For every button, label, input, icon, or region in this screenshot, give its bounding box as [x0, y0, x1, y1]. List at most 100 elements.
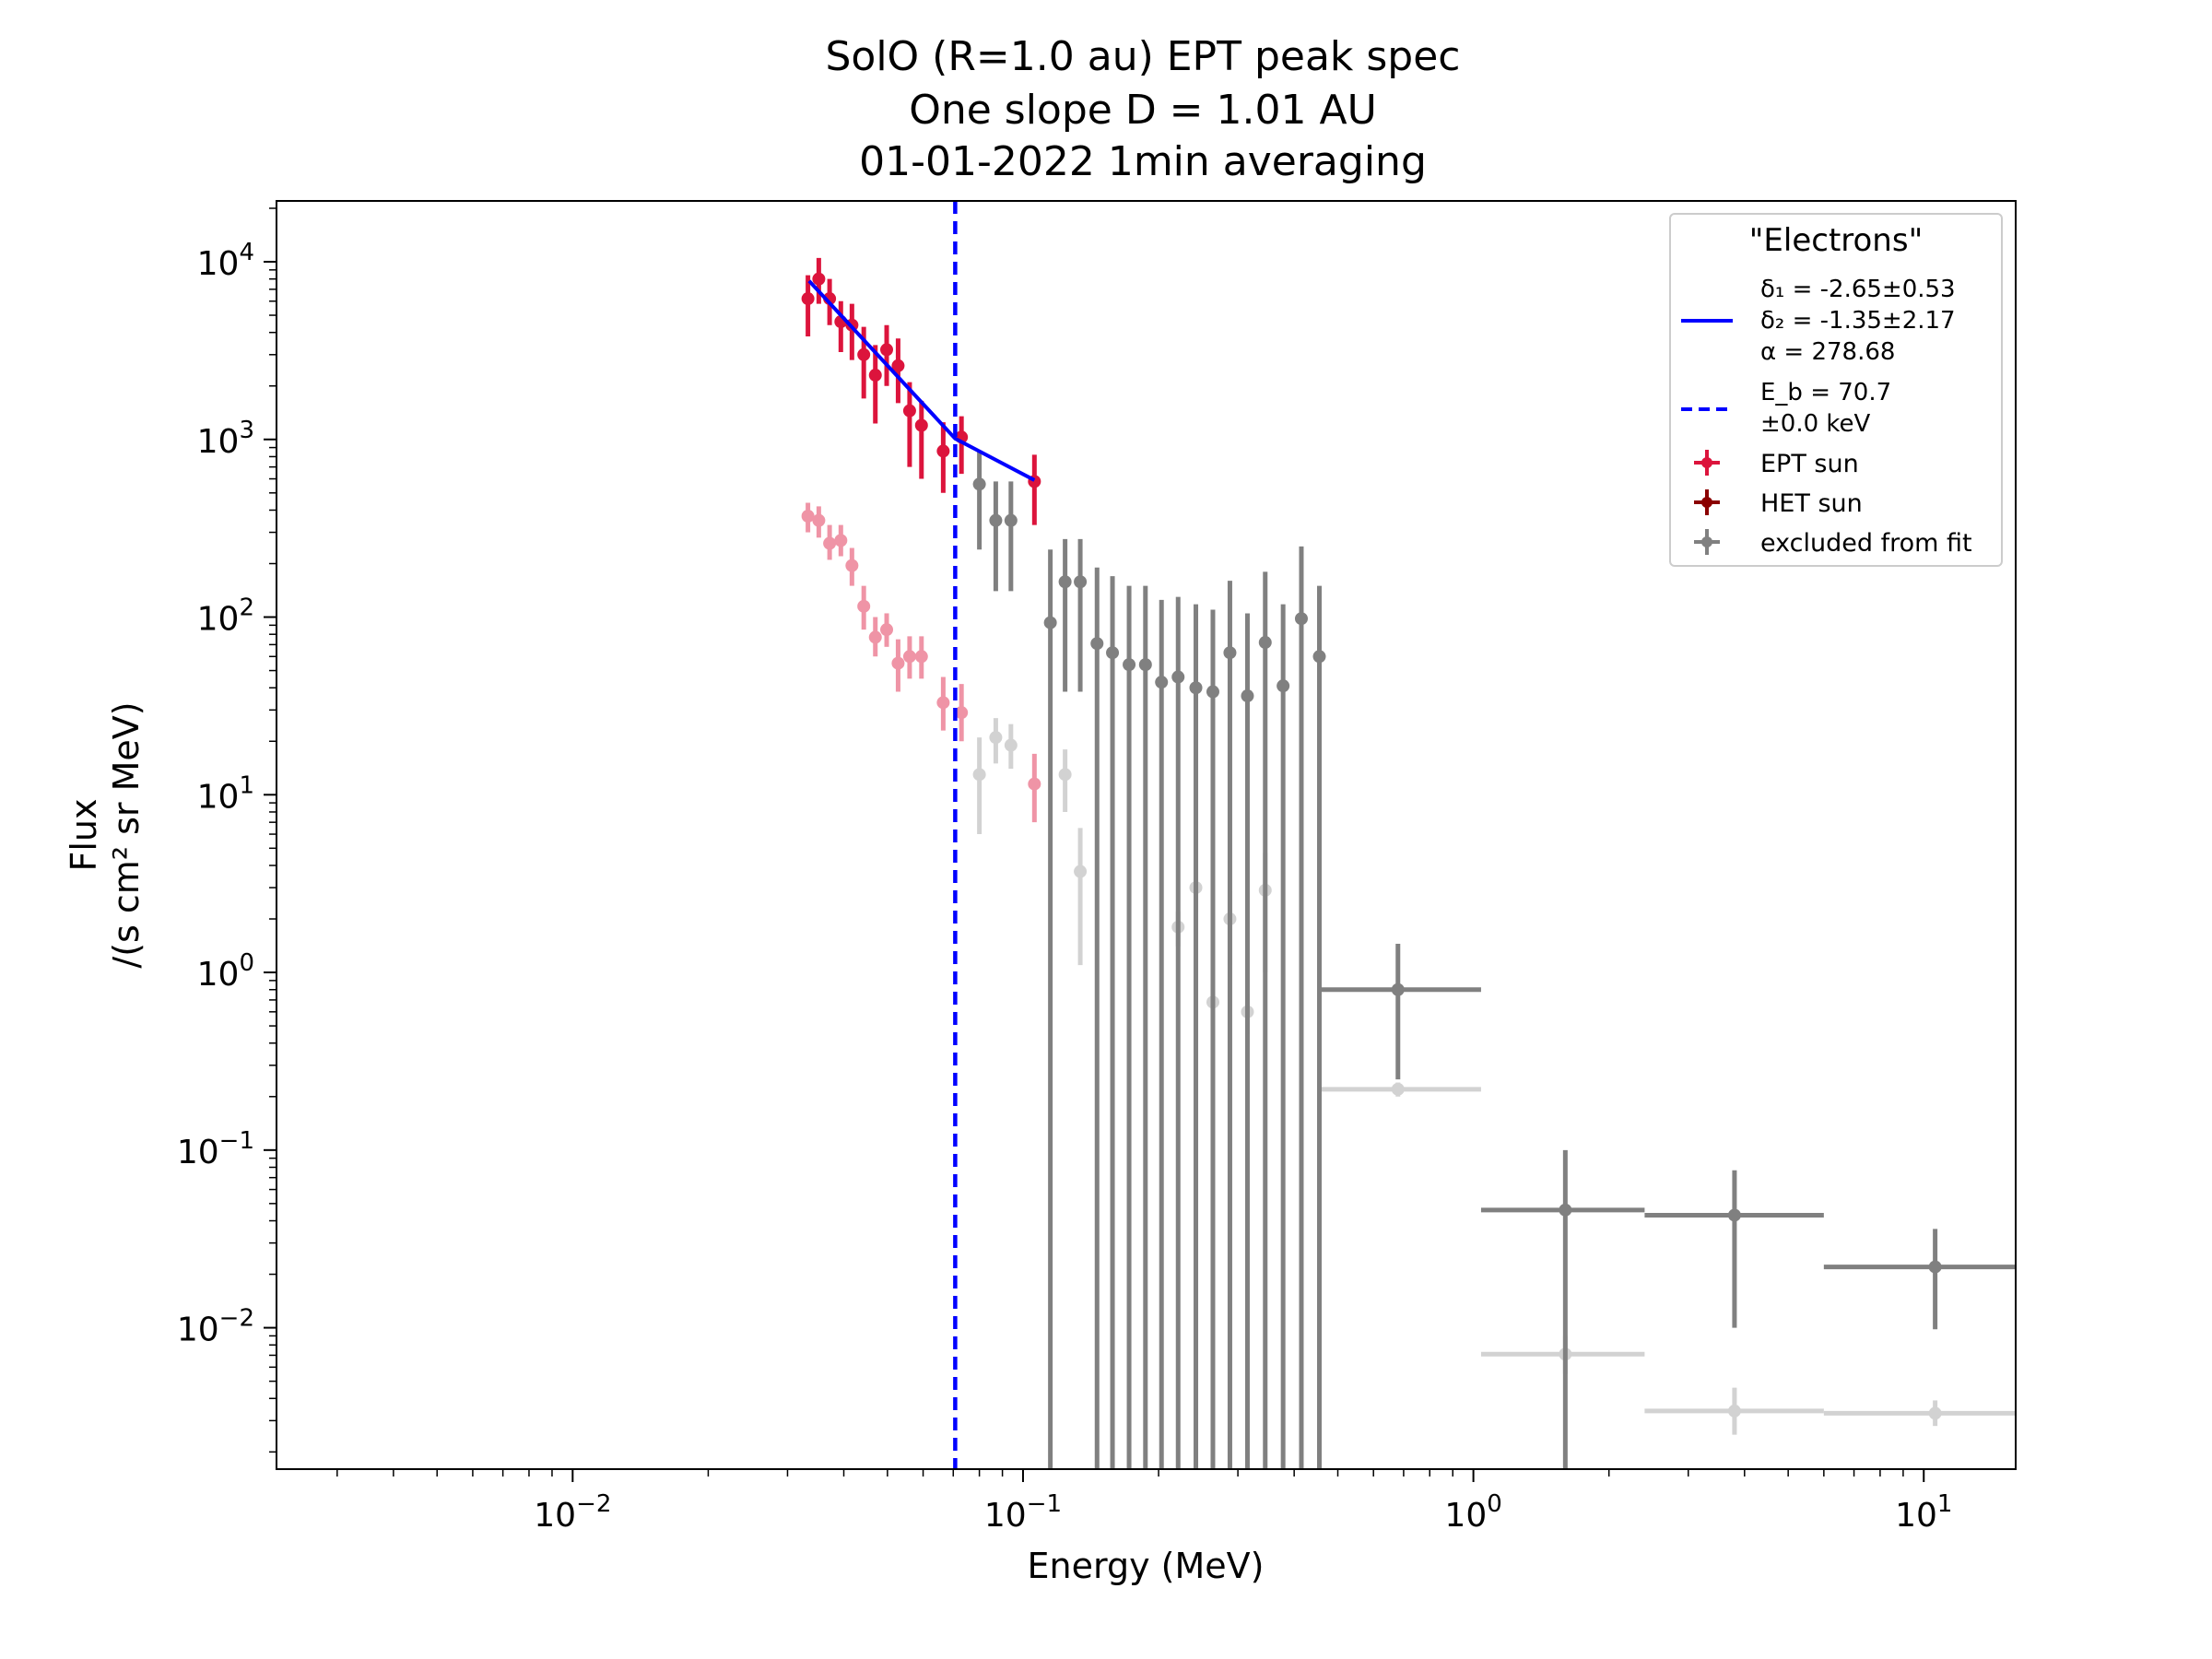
point-marker — [1004, 513, 1018, 527]
fit-line — [807, 279, 1036, 482]
data-point — [1171, 596, 1185, 1469]
data-point — [1004, 481, 1018, 592]
data-point — [1644, 1170, 1824, 1328]
y-tick-label: 100 — [197, 949, 254, 994]
data-point — [1123, 585, 1136, 1469]
legend-alpha: α = 278.68 — [1760, 338, 1895, 366]
legend-frame — [1669, 213, 2003, 567]
legend-het-label: HET sun — [1760, 489, 1863, 518]
point-marker — [1155, 676, 1169, 689]
y-axis-label: Flux /(s cm² sr MeV) — [64, 701, 147, 968]
point-marker — [1058, 575, 1072, 589]
data-point — [1004, 724, 1018, 770]
title-line-1: SolO (R=1.0 au) EPT peak spec — [825, 33, 1460, 80]
plot-frame — [276, 200, 2017, 1470]
legend-break-error: ±0.0 keV — [1760, 410, 1871, 438]
legend-ept-label: EPT sun — [1760, 450, 1859, 478]
data-point — [1028, 753, 1041, 823]
x-axis-label: Energy (MeV) — [1028, 1546, 1265, 1586]
data-point — [891, 639, 905, 692]
plot-area — [801, 201, 2016, 1469]
data-point — [857, 585, 871, 630]
point-marker — [1206, 685, 1219, 699]
point-marker — [972, 768, 986, 782]
point-marker — [989, 731, 1003, 745]
legend-het-marker — [1694, 489, 1720, 515]
legend-excluded-label: excluded from fit — [1760, 529, 1972, 558]
data-point — [1074, 828, 1088, 966]
data-point — [1480, 1149, 1645, 1469]
y-tick-label: 10−1 — [177, 1127, 254, 1171]
x-tick-label: 101 — [1895, 1490, 1952, 1535]
data-point — [902, 636, 916, 679]
y-axis-ticks: 104 103 102 101 100 10−1 10−2 — [177, 207, 276, 1453]
data-point — [914, 400, 928, 479]
data-point — [868, 345, 882, 424]
point-marker — [1391, 982, 1405, 996]
title-line-3: 01-01-2022 1min averaging — [859, 138, 1427, 185]
data-point — [1206, 609, 1219, 1469]
point-marker — [845, 559, 859, 572]
data-point — [1258, 571, 1272, 1469]
point-marker — [1258, 636, 1272, 650]
point-marker — [801, 510, 815, 524]
point-marker — [1043, 616, 1057, 629]
data-point — [801, 275, 815, 337]
data-point — [880, 324, 894, 386]
point-marker — [1223, 646, 1237, 660]
data-point — [902, 382, 916, 467]
point-marker — [812, 272, 826, 286]
data-point — [812, 257, 826, 304]
legend-delta1: δ₁ = -2.65±0.53 — [1760, 276, 1956, 303]
point-marker — [1090, 637, 1104, 651]
data-point — [1090, 567, 1104, 1469]
point-marker — [1123, 658, 1136, 672]
x-axis-ticks: 10−2 10−1 100 101 — [336, 1469, 1952, 1535]
point-marker — [936, 696, 950, 710]
chart-title: SolO (R=1.0 au) EPT peak spec One slope … — [825, 33, 1460, 185]
x-tick-label: 10−2 — [534, 1490, 611, 1535]
point-marker — [1171, 670, 1185, 684]
data-point — [1321, 1082, 1481, 1097]
point-marker — [989, 513, 1003, 527]
point-marker — [880, 343, 894, 357]
data-point — [1241, 613, 1254, 1469]
y-axis-label-line-2: /(s cm² sr MeV) — [106, 701, 147, 968]
point-marker — [1277, 679, 1290, 693]
data-point — [1321, 943, 1481, 1080]
data-point — [1644, 1387, 1824, 1435]
point-marker — [1928, 1406, 1942, 1420]
data-point — [972, 737, 986, 835]
point-marker — [914, 650, 928, 664]
data-point — [1106, 576, 1120, 1469]
data-point — [834, 524, 848, 557]
legend-delta2: δ₂ = -1.35±2.17 — [1760, 307, 1956, 335]
point-marker — [1189, 681, 1203, 695]
point-marker — [823, 536, 837, 550]
data-point — [891, 338, 905, 404]
point-marker — [857, 347, 871, 361]
point-marker — [891, 359, 905, 372]
series-ept-sun-faint — [801, 502, 1041, 823]
legend-ept-marker — [1694, 450, 1720, 476]
data-point — [955, 684, 969, 742]
point-marker — [955, 706, 969, 720]
legend: "Electrons" δ₁ = -2.65±0.53 δ₂ = -1.35±2… — [1669, 213, 2003, 567]
y-tick-label: 104 — [197, 239, 254, 283]
data-point — [972, 452, 986, 550]
y-tick-label: 103 — [197, 417, 254, 461]
point-marker — [812, 513, 826, 527]
data-point — [1312, 585, 1326, 1469]
data-point — [914, 636, 928, 679]
point-marker — [1058, 768, 1072, 782]
y-tick-label: 101 — [197, 771, 254, 816]
point-marker — [1241, 689, 1254, 703]
point-marker — [1727, 1208, 1741, 1222]
series-excluded-from-fit — [972, 452, 2016, 1469]
y-tick-label: 102 — [197, 594, 254, 639]
data-point — [1189, 604, 1203, 1469]
point-marker — [801, 292, 815, 306]
data-point — [868, 617, 882, 657]
point-marker — [1074, 865, 1088, 878]
